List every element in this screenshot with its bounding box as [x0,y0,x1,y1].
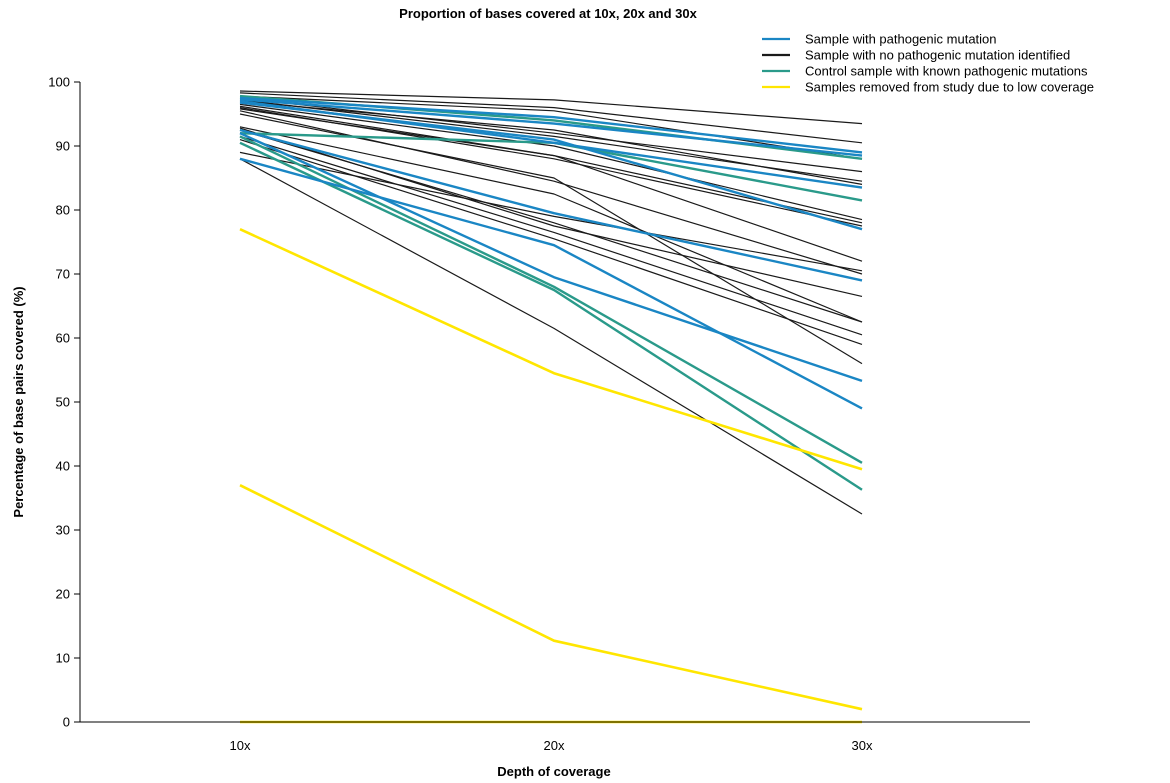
y-tick-label: 30 [56,523,70,538]
chart-title: Proportion of bases covered at 10x, 20x … [399,6,697,21]
series-line-25 [239,158,863,515]
y-tick-label: 90 [56,139,70,154]
series-line-9 [239,95,863,160]
y-axis-label: Percentage of base pairs covered (%) [11,286,26,517]
series-line-1 [239,98,863,157]
series-line-22 [239,135,863,336]
plot-area: 0 10 20 30 40 50 60 70 80 90 100 10x 20x 30x [48,75,1030,753]
series-line-8 [239,92,863,144]
x-axis-label: Depth of coverage [497,764,610,779]
y-tick-label: 40 [56,459,70,474]
x-ticks: 10x 20x 30x [230,738,873,753]
series-line-19 [239,126,863,323]
y-tick-label: 70 [56,267,70,282]
series-line-23 [239,139,863,345]
series-line-24 [239,151,863,272]
series-line-17 [239,110,863,275]
series-line-7 [239,90,863,125]
series-line-29 [239,141,863,491]
x-tick-label: 30x [852,738,873,753]
y-tick-label: 0 [63,715,70,730]
x-tick-label: 20x [544,738,565,753]
series-line-16 [239,108,863,262]
y-tick-label: 10 [56,651,70,666]
y-tick-label: 20 [56,587,70,602]
legend-label: Control sample with known pathogenic mut… [805,64,1088,79]
series-line-12 [239,100,863,185]
series-line-13 [239,103,863,221]
series-layer [239,90,863,724]
series-line-10 [239,97,863,173]
y-tick-label: 100 [48,75,70,90]
series-line-30 [239,228,863,471]
y-tick-label: 60 [56,331,70,346]
series-line-3 [239,101,863,231]
series-line-6 [239,157,863,410]
x-tick-label: 10x [230,738,251,753]
legend-label: Sample with no pathogenic mutation ident… [805,48,1070,63]
series-line-5 [239,132,863,383]
series-line-31 [239,484,863,711]
series-line-15 [239,107,863,227]
y-tick-label: 80 [56,203,70,218]
series-line-21 [239,129,863,323]
legend-label: Samples removed from study due to low co… [805,80,1094,95]
y-ticks: 0 10 20 30 40 50 60 70 80 90 100 [48,75,80,730]
series-line-4 [239,128,863,282]
legend-label: Sample with pathogenic mutation [805,32,997,47]
y-tick-label: 50 [56,395,70,410]
series-line-0 [239,96,863,154]
